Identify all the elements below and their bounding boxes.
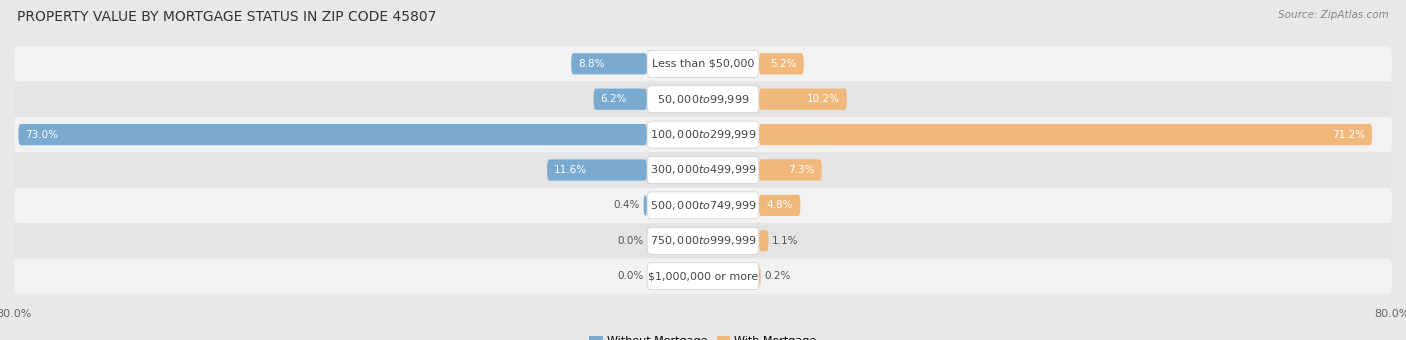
Text: $750,000 to $999,999: $750,000 to $999,999 — [650, 234, 756, 247]
Text: Source: ZipAtlas.com: Source: ZipAtlas.com — [1278, 10, 1389, 20]
FancyBboxPatch shape — [759, 230, 769, 251]
FancyBboxPatch shape — [759, 159, 823, 181]
FancyBboxPatch shape — [759, 266, 761, 287]
Text: Less than $50,000: Less than $50,000 — [652, 59, 754, 69]
FancyBboxPatch shape — [14, 258, 1392, 294]
FancyBboxPatch shape — [14, 46, 1392, 82]
FancyBboxPatch shape — [14, 82, 1392, 117]
FancyBboxPatch shape — [647, 263, 759, 290]
FancyBboxPatch shape — [647, 227, 759, 254]
FancyBboxPatch shape — [759, 195, 800, 216]
FancyBboxPatch shape — [647, 156, 759, 184]
Text: PROPERTY VALUE BY MORTGAGE STATUS IN ZIP CODE 45807: PROPERTY VALUE BY MORTGAGE STATUS IN ZIP… — [17, 10, 436, 24]
Text: 8.8%: 8.8% — [578, 59, 605, 69]
FancyBboxPatch shape — [647, 86, 759, 113]
Text: 0.0%: 0.0% — [617, 236, 644, 246]
FancyBboxPatch shape — [647, 121, 759, 148]
FancyBboxPatch shape — [647, 50, 759, 77]
Text: 1.1%: 1.1% — [772, 236, 799, 246]
FancyBboxPatch shape — [759, 124, 1372, 145]
Text: 71.2%: 71.2% — [1331, 130, 1365, 140]
Text: 0.2%: 0.2% — [763, 271, 790, 281]
FancyBboxPatch shape — [14, 152, 1392, 188]
Text: 7.3%: 7.3% — [789, 165, 815, 175]
Legend: Without Mortgage, With Mortgage: Without Mortgage, With Mortgage — [585, 331, 821, 340]
FancyBboxPatch shape — [14, 223, 1392, 258]
Text: 5.2%: 5.2% — [770, 59, 797, 69]
Text: 10.2%: 10.2% — [807, 94, 839, 104]
FancyBboxPatch shape — [571, 53, 647, 74]
FancyBboxPatch shape — [593, 89, 647, 110]
FancyBboxPatch shape — [14, 188, 1392, 223]
Text: $500,000 to $749,999: $500,000 to $749,999 — [650, 199, 756, 212]
Text: 11.6%: 11.6% — [554, 165, 588, 175]
FancyBboxPatch shape — [759, 53, 804, 74]
FancyBboxPatch shape — [14, 117, 1392, 152]
Text: 73.0%: 73.0% — [25, 130, 58, 140]
Text: 4.8%: 4.8% — [766, 200, 793, 210]
FancyBboxPatch shape — [644, 195, 647, 216]
Text: $300,000 to $499,999: $300,000 to $499,999 — [650, 164, 756, 176]
FancyBboxPatch shape — [18, 124, 647, 145]
Text: 0.4%: 0.4% — [614, 200, 640, 210]
FancyBboxPatch shape — [759, 89, 846, 110]
Text: 0.0%: 0.0% — [617, 271, 644, 281]
FancyBboxPatch shape — [647, 192, 759, 219]
Text: $100,000 to $299,999: $100,000 to $299,999 — [650, 128, 756, 141]
FancyBboxPatch shape — [547, 159, 647, 181]
Text: 6.2%: 6.2% — [600, 94, 627, 104]
Text: $50,000 to $99,999: $50,000 to $99,999 — [657, 93, 749, 106]
Text: $1,000,000 or more: $1,000,000 or more — [648, 271, 758, 281]
